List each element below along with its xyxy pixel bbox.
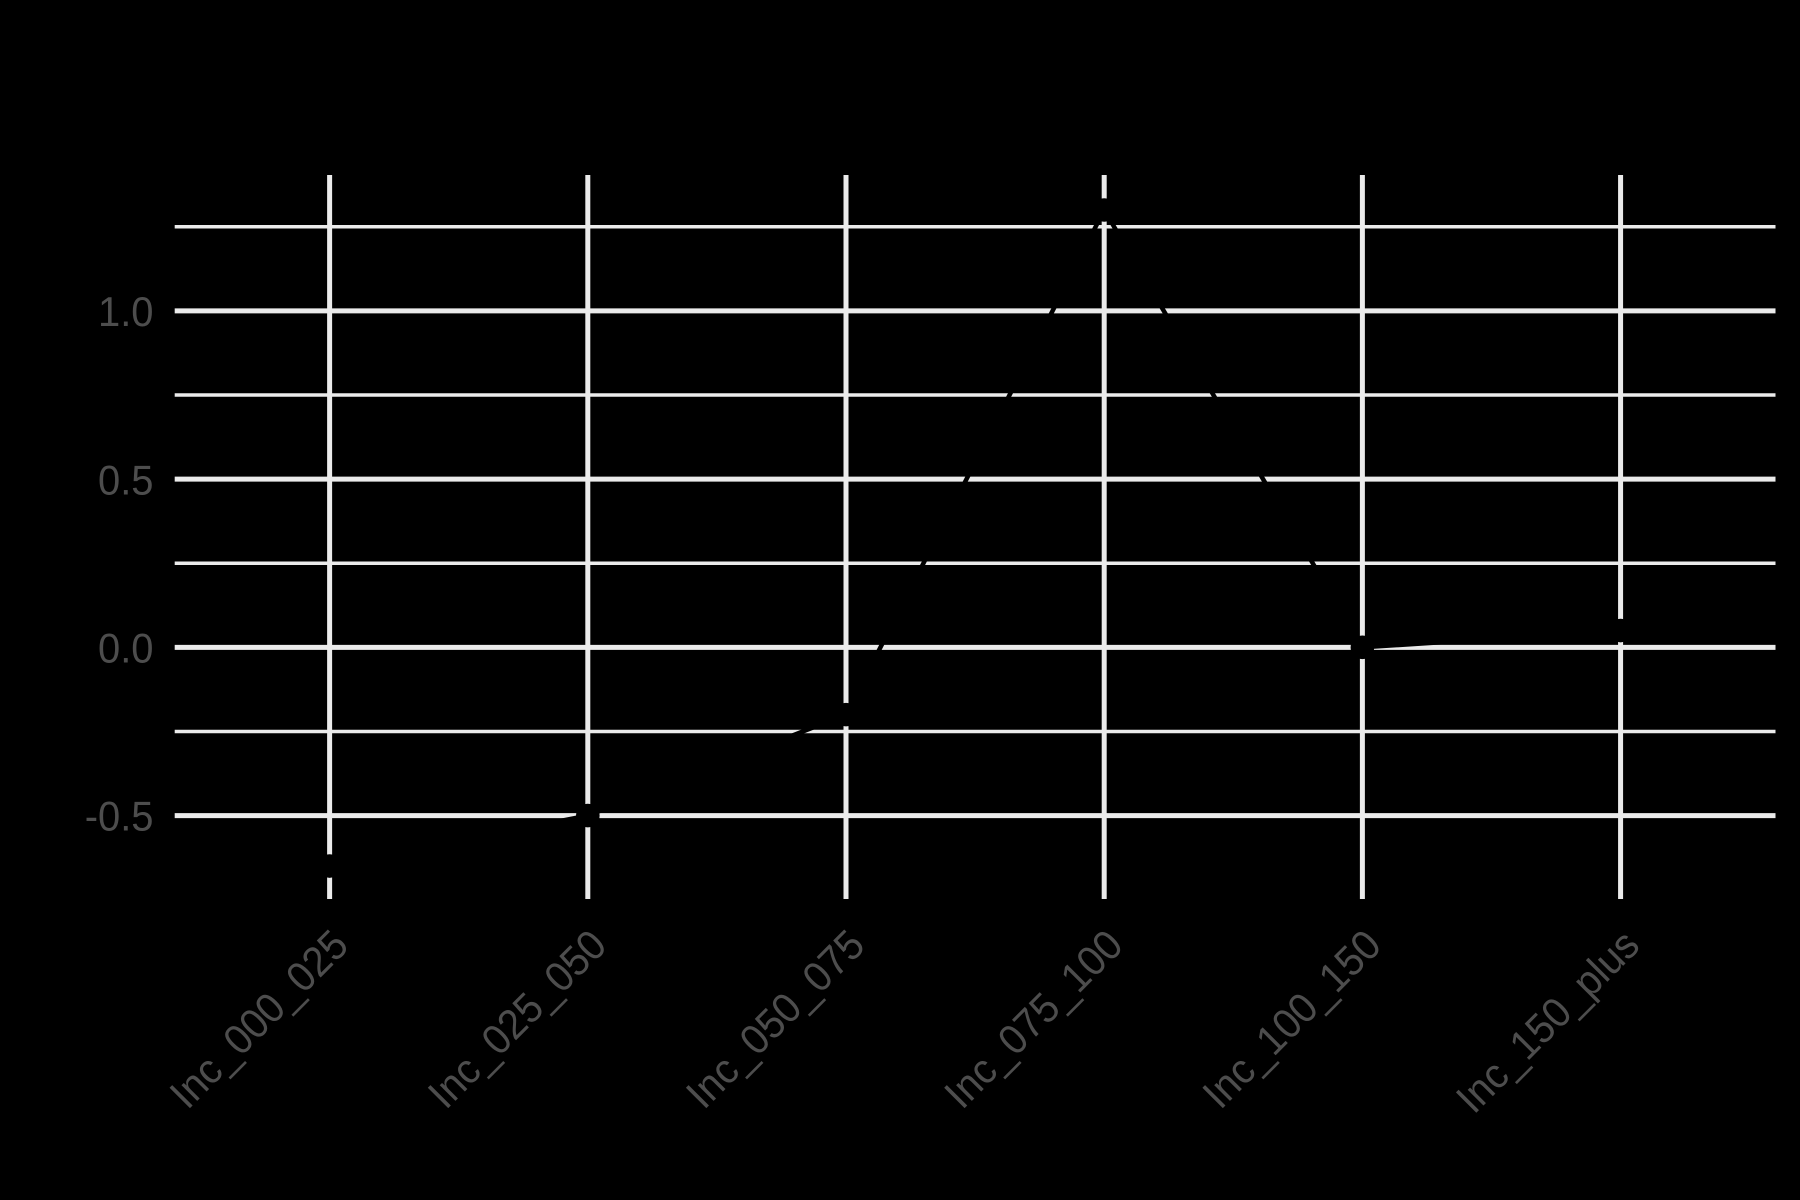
data-point: [317, 854, 342, 878]
y-tick-label: -0.5: [85, 793, 154, 840]
data-point: [1092, 198, 1116, 222]
y-tick-label: 0.5: [98, 456, 154, 503]
data-point: [1608, 618, 1633, 643]
y-tick-label: 1.0: [98, 288, 154, 335]
data-point: [834, 702, 858, 727]
y-tick-label: 0.0: [98, 624, 154, 671]
data-point: [1350, 635, 1375, 660]
data-point: [576, 803, 600, 828]
data-line: [329, 205, 1621, 869]
